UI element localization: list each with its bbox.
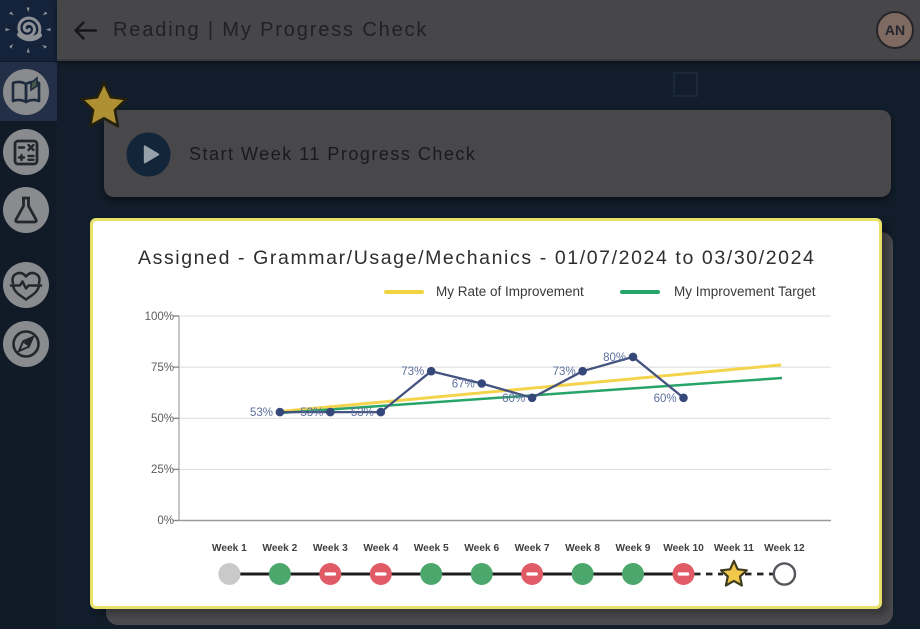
svg-text:73%: 73% [553, 366, 576, 378]
svg-text:75%: 75% [151, 362, 174, 374]
svg-text:Week 11: Week 11 [714, 543, 754, 554]
svg-text:53%: 53% [250, 407, 273, 419]
svg-text:Week 4: Week 4 [363, 543, 398, 554]
svg-text:60%: 60% [654, 393, 677, 405]
svg-text:Week 7: Week 7 [515, 543, 550, 554]
svg-text:Week 10: Week 10 [663, 543, 704, 554]
svg-text:Week 8: Week 8 [565, 543, 600, 554]
svg-text:53%: 53% [351, 407, 374, 419]
svg-text:100%: 100% [145, 311, 174, 323]
svg-text:Week 12: Week 12 [764, 543, 805, 554]
svg-text:80%: 80% [603, 352, 626, 364]
svg-text:53%: 53% [300, 407, 323, 419]
svg-text:0%: 0% [157, 515, 174, 527]
svg-text:Week 5: Week 5 [414, 543, 449, 554]
svg-text:Week 9: Week 9 [616, 543, 651, 554]
svg-text:60%: 60% [502, 393, 525, 405]
svg-text:67%: 67% [452, 379, 475, 391]
svg-text:25%: 25% [151, 464, 174, 476]
svg-text:Week 2: Week 2 [262, 543, 297, 554]
svg-text:73%: 73% [401, 366, 424, 378]
svg-text:Week 1: Week 1 [212, 543, 247, 554]
svg-text:Week 6: Week 6 [464, 543, 499, 554]
svg-text:50%: 50% [151, 413, 174, 425]
svg-text:Week 3: Week 3 [313, 543, 348, 554]
